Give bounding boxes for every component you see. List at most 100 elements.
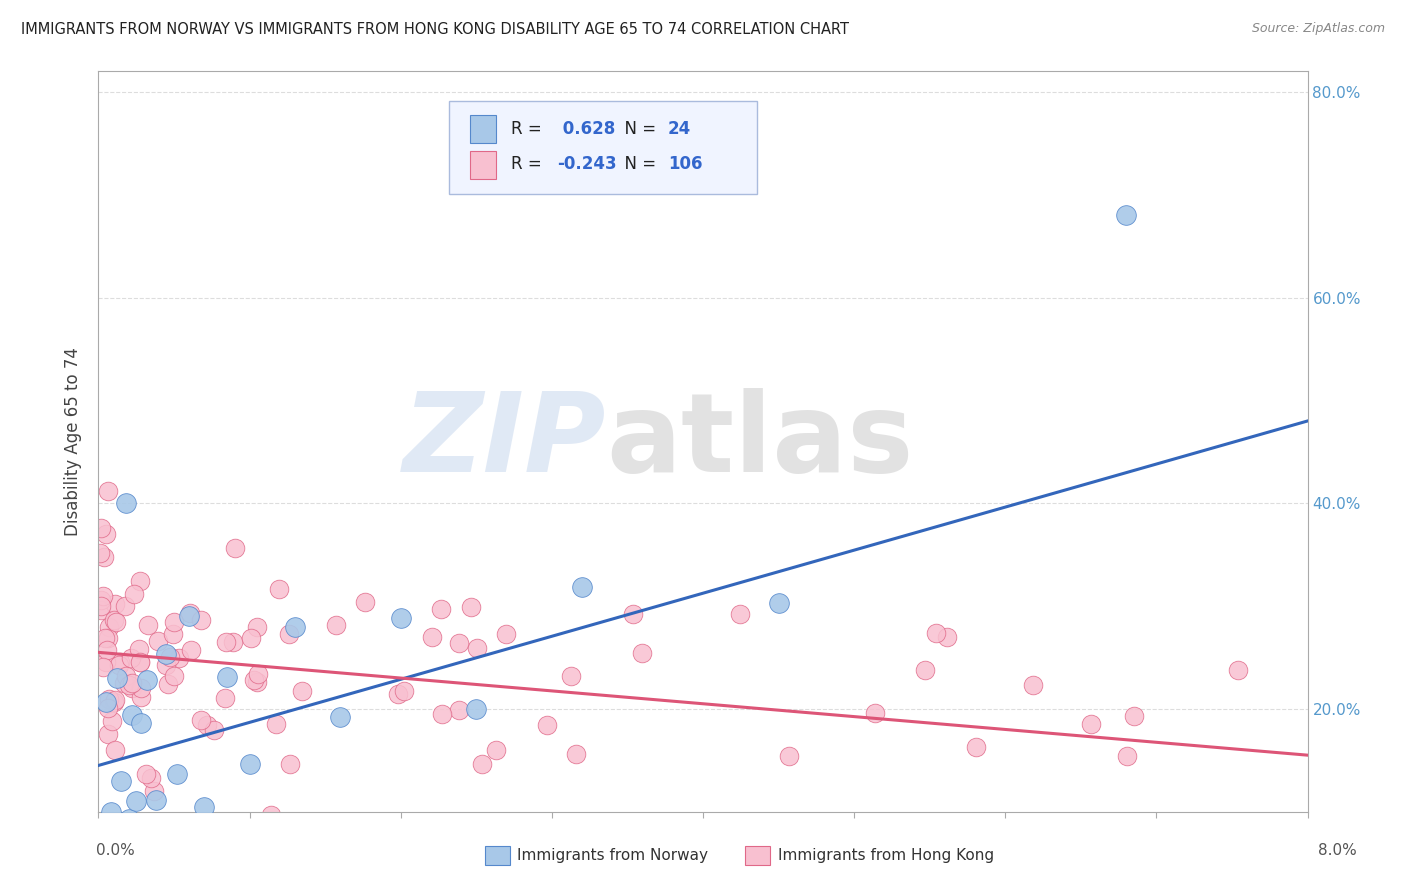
- Point: [104, 693, 127, 707]
- Point: [260, 807, 283, 822]
- Point: [96, 643, 118, 657]
- Point: [155, 657, 177, 672]
- Point: [114, 496, 136, 510]
- Point: [465, 641, 488, 656]
- Point: [243, 673, 266, 687]
- Point: [121, 676, 143, 690]
- Point: [129, 655, 152, 669]
- Point: [863, 706, 886, 720]
- Point: [329, 710, 352, 724]
- Point: [89, 820, 111, 834]
- Point: [97, 692, 120, 706]
- Point: [159, 649, 181, 664]
- Point: [115, 669, 138, 683]
- Point: [195, 718, 218, 732]
- Point: [131, 690, 153, 705]
- Point: [621, 607, 644, 621]
- Point: [108, 655, 131, 669]
- Point: [460, 599, 482, 614]
- Text: 0.628: 0.628: [557, 120, 614, 138]
- Point: [124, 587, 146, 601]
- Point: [560, 669, 582, 683]
- Point: [157, 677, 180, 691]
- Point: [155, 647, 177, 661]
- Point: [1123, 709, 1146, 723]
- Point: [90, 521, 112, 535]
- Y-axis label: Disability Age 65 to 74: Disability Age 65 to 74: [65, 347, 83, 536]
- Point: [112, 676, 135, 690]
- Point: [90, 593, 112, 607]
- Point: [163, 615, 186, 629]
- Point: [222, 634, 245, 648]
- Point: [267, 582, 290, 596]
- FancyBboxPatch shape: [449, 101, 758, 194]
- Text: 8.0%: 8.0%: [1317, 843, 1357, 858]
- Text: Source: ZipAtlas.com: Source: ZipAtlas.com: [1251, 22, 1385, 36]
- Point: [135, 767, 157, 781]
- Point: [103, 613, 125, 627]
- Point: [447, 703, 470, 717]
- Point: [128, 655, 150, 669]
- Point: [240, 631, 263, 645]
- Point: [224, 541, 246, 555]
- Point: [728, 607, 751, 621]
- Point: [631, 646, 654, 660]
- Bar: [470, 115, 496, 144]
- Point: [139, 771, 162, 785]
- Point: [101, 714, 124, 728]
- Point: [104, 597, 127, 611]
- Point: [935, 630, 957, 644]
- Text: Immigrants from Norway: Immigrants from Norway: [517, 848, 709, 863]
- Point: [89, 546, 111, 560]
- Point: [239, 756, 262, 771]
- Point: [97, 483, 120, 498]
- Point: [166, 767, 188, 781]
- Point: [354, 595, 377, 609]
- Point: [246, 674, 269, 689]
- Text: 0.0%: 0.0%: [96, 843, 135, 858]
- Text: IMMIGRANTS FROM NORWAY VS IMMIGRANTS FROM HONG KONG DISABILITY AGE 65 TO 74 CORR: IMMIGRANTS FROM NORWAY VS IMMIGRANTS FRO…: [21, 22, 849, 37]
- Point: [118, 812, 141, 826]
- Point: [98, 620, 121, 634]
- Point: [90, 603, 112, 617]
- Point: [914, 663, 936, 677]
- Point: [965, 740, 987, 755]
- Point: [325, 618, 347, 632]
- Point: [104, 743, 127, 757]
- Text: 106: 106: [668, 155, 703, 173]
- Point: [1080, 716, 1102, 731]
- Point: [128, 574, 150, 588]
- Point: [215, 670, 238, 684]
- Point: [247, 666, 270, 681]
- Point: [97, 701, 120, 715]
- Point: [202, 723, 225, 737]
- Point: [430, 706, 453, 721]
- Point: [447, 636, 470, 650]
- Point: [536, 718, 558, 732]
- Text: -0.243: -0.243: [557, 155, 616, 173]
- Point: [118, 678, 141, 692]
- Point: [121, 707, 143, 722]
- Point: [284, 620, 307, 634]
- Point: [246, 620, 269, 634]
- Point: [1022, 678, 1045, 692]
- Point: [190, 713, 212, 727]
- Text: 24: 24: [668, 120, 692, 138]
- Point: [129, 681, 152, 696]
- Point: [94, 631, 117, 645]
- Text: atlas: atlas: [606, 388, 914, 495]
- Point: [110, 773, 132, 788]
- Point: [91, 659, 114, 673]
- Point: [93, 549, 115, 564]
- Point: [430, 602, 453, 616]
- Bar: [485, 846, 510, 865]
- Text: ZIP: ZIP: [402, 388, 606, 495]
- Point: [108, 657, 131, 672]
- Point: [94, 527, 117, 541]
- Point: [214, 634, 236, 648]
- Point: [96, 631, 118, 645]
- Point: [163, 669, 186, 683]
- Text: R =: R =: [510, 155, 547, 173]
- Point: [89, 599, 111, 614]
- Text: R =: R =: [510, 120, 547, 138]
